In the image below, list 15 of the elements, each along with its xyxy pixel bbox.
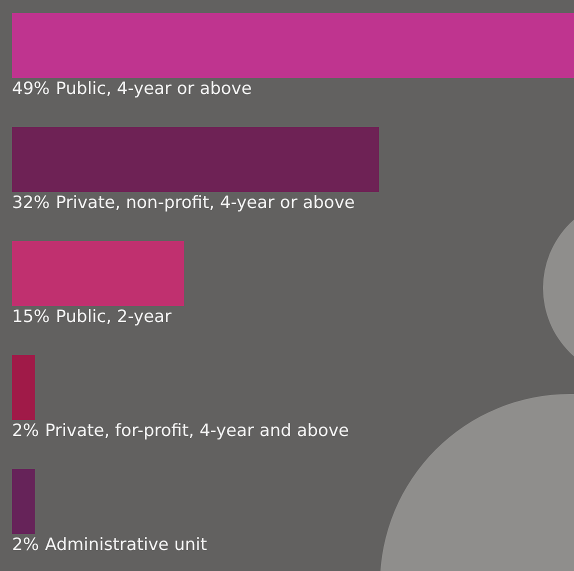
data-label: 2% [12, 420, 39, 440]
data-label: 32% [12, 192, 50, 212]
y-tick-label: Private, non-profit, 4-year or above [56, 192, 355, 212]
data-label: 15% [12, 306, 50, 326]
y-tick-label: Public, 4-year or above [56, 78, 252, 98]
bar [12, 126, 380, 192]
bar [12, 240, 184, 306]
bar [12, 12, 574, 78]
data-label: 49% [12, 78, 50, 98]
bar [12, 468, 35, 534]
data-label: 2% [12, 534, 39, 554]
bar [12, 354, 35, 420]
y-tick-label: Administrative unit [44, 534, 208, 554]
y-tick-label: Public, 2-year [56, 306, 172, 326]
y-tick-label: Private, for-profit, 4-year and above [44, 420, 349, 440]
